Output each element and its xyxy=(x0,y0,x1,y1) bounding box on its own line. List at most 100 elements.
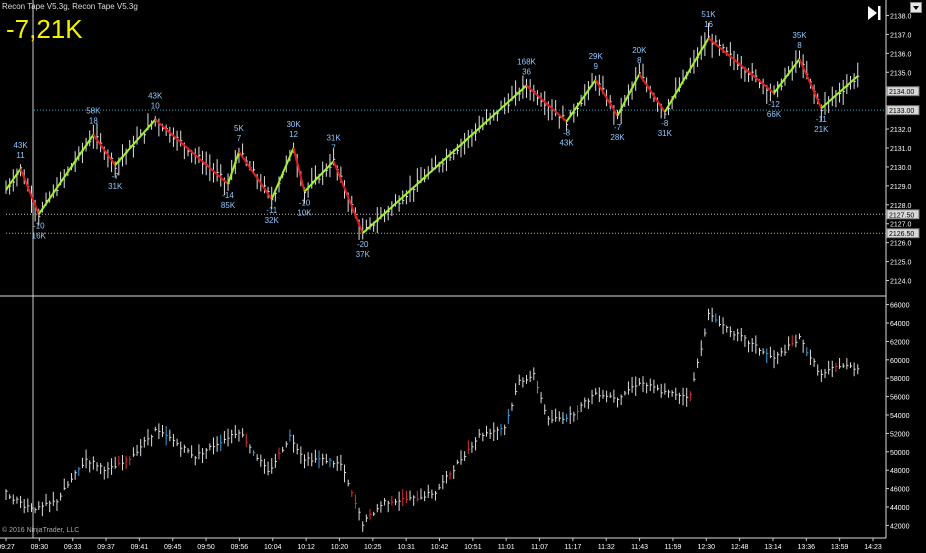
down-swing-line xyxy=(638,73,666,113)
delta-y-tick-label: 58000 xyxy=(890,376,910,383)
price-marker-label: 2134.00 xyxy=(889,89,914,96)
price-y-tick-label: 2127.0 xyxy=(890,222,912,229)
price-y-tick-label: 2126.0 xyxy=(890,241,912,248)
x-tick-label: 10:25 xyxy=(364,544,382,551)
swing-label-volume: 29K xyxy=(589,52,604,61)
chart-title: Recon Tape V5.3g, Recon Tape V5.3g xyxy=(2,2,138,11)
x-tick-label: 10:20 xyxy=(331,544,349,551)
swing-label-volume: 58K xyxy=(86,107,101,116)
delta-y-tick-label: 50000 xyxy=(890,450,910,457)
swing-label-volume: 168K xyxy=(517,58,536,67)
price-y-tick-label: 2128.0 xyxy=(890,203,912,210)
delta-y-tick-label: 64000 xyxy=(890,321,910,328)
up-swing-line xyxy=(5,168,22,191)
swing-label-volume: 20K xyxy=(632,46,647,55)
price-y-tick-label: 2129.0 xyxy=(890,184,912,191)
price-marker-box xyxy=(886,228,920,239)
down-swing-line xyxy=(707,37,775,94)
up-swing-line xyxy=(820,75,859,109)
down-swing-line xyxy=(154,118,229,185)
down-swing-line xyxy=(525,84,568,123)
delta-y-tick-label: 60000 xyxy=(890,358,910,365)
x-tick-label: 10:31 xyxy=(397,544,415,551)
swing-label-count: -7 xyxy=(112,172,120,181)
x-tick-label: 11:17 xyxy=(564,544,581,551)
up-swing-line xyxy=(303,160,335,193)
down-swing-line xyxy=(292,147,306,192)
delta-y-tick-label: 46000 xyxy=(890,487,910,494)
up-swing-line xyxy=(616,73,641,117)
swing-label-count: -11 xyxy=(266,206,278,215)
up-swing-line xyxy=(663,37,710,113)
price-y-tick-label: 2130.0 xyxy=(890,165,912,172)
swing-label-volume: 37K xyxy=(356,250,371,259)
swing-label-volume: 66K xyxy=(767,110,782,119)
swing-label-count: 16 xyxy=(704,20,713,29)
price-y-tick-label: 2131.0 xyxy=(890,146,912,153)
swing-label-volume: 35K xyxy=(792,31,807,40)
delta-y-tick-label: 56000 xyxy=(890,395,910,402)
delta-value-label: -7,21K xyxy=(6,14,83,44)
swing-label-count: -12 xyxy=(768,100,780,109)
skip-forward-icon[interactable] xyxy=(866,4,882,22)
price-y-tick-label: 2137.0 xyxy=(890,32,912,39)
x-tick-label: 11:59 xyxy=(664,544,681,551)
swing-label-count: 36 xyxy=(522,68,531,77)
swing-label-count: 7 xyxy=(237,134,242,143)
delta-y-tick-label: 66000 xyxy=(890,303,910,310)
up-swing-line xyxy=(37,134,95,215)
price-marker-box xyxy=(886,209,920,220)
swing-label-count: 11 xyxy=(16,151,25,160)
delta-y-tick-label: 42000 xyxy=(890,523,910,530)
swing-label-count: -14 xyxy=(222,191,234,200)
down-swing-line xyxy=(594,79,619,117)
up-swing-line xyxy=(773,58,801,94)
up-swing-line xyxy=(270,147,295,200)
delta-y-tick-label: 44000 xyxy=(890,505,910,512)
swing-label-count: -11 xyxy=(816,115,828,124)
delta-y-tick-label: 48000 xyxy=(890,468,910,475)
price-marker-label: 2133.00 xyxy=(889,108,914,115)
swing-label-volume: 5K xyxy=(234,124,244,133)
x-tick-label: 11:32 xyxy=(598,544,615,551)
copyright-text: © 2016 NinjaTrader, LLC xyxy=(2,527,80,534)
swing-label-count: 8 xyxy=(637,56,642,65)
up-swing-line xyxy=(114,118,156,166)
price-y-tick-label: 2135.0 xyxy=(890,70,912,77)
price-y-tick-label: 2136.0 xyxy=(890,51,912,58)
swing-label-volume: 31K xyxy=(658,129,673,138)
down-swing-line xyxy=(92,134,117,166)
delta-y-tick-label: 52000 xyxy=(890,431,910,438)
swing-label-count: 12 xyxy=(289,130,298,139)
x-tick-label: 09:33 xyxy=(64,544,82,551)
swing-label-volume: 28K xyxy=(610,133,625,142)
x-tick-label: 14:23 xyxy=(864,544,882,551)
up-swing-line xyxy=(227,151,240,185)
swing-label-count: 8 xyxy=(797,41,802,50)
down-swing-line xyxy=(332,160,364,234)
down-swing-line xyxy=(19,168,40,215)
x-tick-label: 13:59 xyxy=(831,544,849,551)
up-swing-line xyxy=(565,79,597,123)
price-marker-box xyxy=(886,86,920,97)
price-marker-label: 2126.50 xyxy=(889,231,914,238)
x-tick-label: 09:41 xyxy=(131,544,149,551)
delta-y-tick-label: 54000 xyxy=(890,413,910,420)
x-tick-label: 12:30 xyxy=(698,544,716,551)
x-tick-label: 13:36 xyxy=(798,544,816,551)
swing-label-volume: 21K xyxy=(814,125,829,134)
down-swing-line xyxy=(798,58,823,109)
down-swing-line xyxy=(238,151,273,200)
swing-label-count: 7 xyxy=(331,143,336,152)
x-tick-label: 11:01 xyxy=(498,544,515,551)
swing-label-volume: 43K xyxy=(559,138,574,147)
x-tick-label: 09:27 xyxy=(0,544,15,551)
x-tick-label: 09:56 xyxy=(231,544,249,551)
swing-label-count: -7 xyxy=(614,123,622,132)
dropdown-button[interactable] xyxy=(910,2,922,13)
x-tick-label: 10:04 xyxy=(264,544,282,551)
swing-label-volume: 85K xyxy=(221,201,236,210)
swing-label-volume: 32K xyxy=(265,216,280,225)
price-marker-label: 2127.50 xyxy=(889,212,914,219)
